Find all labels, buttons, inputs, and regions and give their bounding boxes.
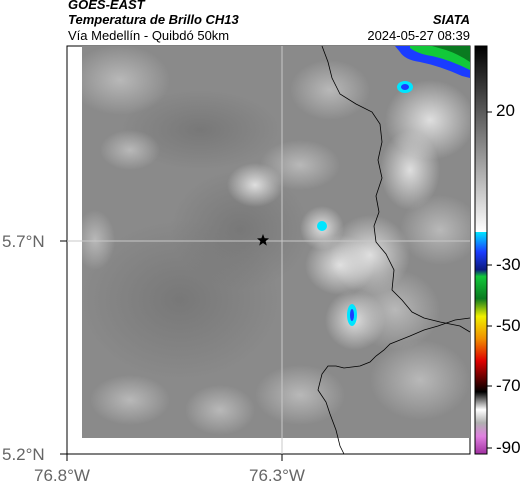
- datetime-label: 2024-05-27 08:39: [367, 28, 470, 43]
- lat-label-5.2: 5.2°N: [2, 445, 45, 464]
- colorbar-tick-minus50: -50: [496, 316, 521, 335]
- agency-label: SIATA: [432, 12, 470, 27]
- colorbar: [474, 45, 492, 455]
- satellite-title: GOES-EAST: [68, 0, 145, 12]
- colorbar-tick-20: 20: [496, 101, 515, 120]
- border-line: [321, 45, 471, 333]
- coastline-line: [317, 317, 471, 455]
- star-icon: [257, 234, 269, 246]
- colorbar-tick-minus90: -90: [496, 438, 521, 457]
- lat-label-5.7: 5.7°N: [2, 232, 45, 251]
- cloud-field: [82, 46, 470, 438]
- lon-label-76.3: 76.3°W: [249, 466, 305, 485]
- product-title: Temperatura de Brillo CH13: [68, 12, 239, 27]
- colorbar-tick-minus30: -30: [496, 255, 521, 274]
- region-subtitle: Vía Medellín - Quibdó 50km: [68, 28, 230, 43]
- lon-label-76.8: 76.8°W: [34, 466, 90, 485]
- colorbar-tick-minus70: -70: [496, 376, 521, 395]
